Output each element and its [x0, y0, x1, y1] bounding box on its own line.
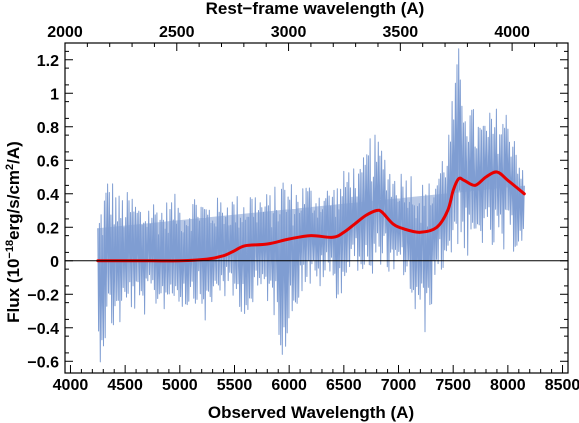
y-tick-label: 0.2 — [37, 220, 59, 237]
top-tick-label: 3500 — [383, 24, 419, 41]
top-tick-label: 4000 — [494, 24, 530, 41]
y-tick-label: 1 — [50, 86, 59, 103]
y-axis-title-prefix: Flux (10 — [4, 259, 23, 323]
top-tick-label: 2500 — [159, 24, 195, 41]
tick-labels: 4000 4500 5000 5500 6000 6500 7000 7500 8000 8500… — [27, 24, 579, 394]
x-axis-title: Observed Wavelength (A) — [208, 403, 414, 422]
x-tick-label: 7500 — [435, 377, 471, 394]
y-tick-label: 0.4 — [37, 187, 59, 204]
top-tick-label: 3000 — [271, 24, 307, 41]
y-tick-label: 0.8 — [37, 120, 59, 137]
x-tick-label: 4000 — [53, 377, 89, 394]
y-tick-label: −0.2 — [27, 287, 59, 304]
y-axis-title-exp1: −18 — [4, 240, 16, 259]
y-tick-label: −0.4 — [27, 321, 59, 338]
axis-ticks — [64, 43, 568, 373]
y-axis-title-suffix: /A) — [4, 141, 23, 164]
x-tick-label: 8500 — [545, 377, 579, 394]
x-tick-label: 8000 — [490, 377, 526, 394]
x-tick-label: 6500 — [326, 377, 362, 394]
plot-frame — [64, 42, 569, 374]
noisy-spectrum-band — [97, 48, 525, 363]
y-axis-title-mid: erg/s/cm — [4, 170, 23, 240]
y-axis-title: Flux (10−18erg/s/cm2/A) — [4, 141, 23, 323]
y-tick-label: 0.6 — [37, 153, 59, 170]
noisy-spectrum-line — [97, 48, 525, 363]
y-axis-title-exp2: 2 — [4, 164, 16, 170]
top-tick-label: 2000 — [47, 24, 83, 41]
x-tick-label: 6000 — [271, 377, 307, 394]
x-tick-label: 5500 — [217, 377, 253, 394]
smoothed-spectrum-line — [96, 170, 526, 263]
y-tick-label: 0 — [50, 254, 59, 271]
top-axis-title: Rest−frame wavelength (A) — [206, 0, 425, 18]
x-tick-label: 7000 — [381, 377, 417, 394]
y-tick-label: 1.2 — [37, 53, 59, 70]
y-tick-label: −0.6 — [27, 354, 59, 371]
x-tick-label: 5000 — [162, 377, 198, 394]
smoothed-spectrum — [96, 170, 526, 263]
x-tick-label: 4500 — [107, 377, 143, 394]
